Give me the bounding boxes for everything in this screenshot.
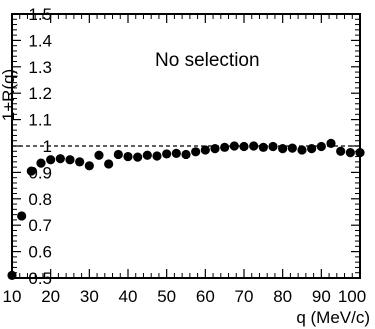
x-tick-label: 10 <box>3 287 22 306</box>
data-point <box>46 155 56 165</box>
y-tick-label: 0.7 <box>28 216 52 235</box>
data-point <box>229 141 239 151</box>
x-axis-title: q (MeV/c) <box>296 308 370 327</box>
data-point <box>210 144 220 154</box>
data-point <box>26 166 36 176</box>
x-tick-label: 20 <box>41 287 60 306</box>
y-tick-label: 0.6 <box>28 243 52 262</box>
y-tick-label: 1 <box>43 137 52 156</box>
data-point <box>152 151 162 161</box>
data-point <box>55 154 65 164</box>
data-point <box>17 211 27 221</box>
y-tick-label: 1.5 <box>28 5 52 24</box>
data-point <box>258 142 268 152</box>
data-point <box>326 138 336 148</box>
data-point <box>220 142 230 152</box>
data-point <box>84 161 94 171</box>
data-point <box>268 141 278 152</box>
y-tick-label: 1.3 <box>28 58 52 77</box>
data-point <box>239 141 249 152</box>
data-point <box>113 149 123 160</box>
y-tick-label: 1.1 <box>28 111 52 130</box>
x-tick-label: 80 <box>273 287 292 306</box>
data-point <box>297 145 307 155</box>
data-point <box>94 150 104 160</box>
data-point <box>307 144 317 154</box>
ticks <box>11 13 361 279</box>
data-point <box>200 145 210 155</box>
x-tick-label: 90 <box>312 287 331 306</box>
data-point <box>36 158 46 168</box>
data-point <box>133 152 143 162</box>
x-tick-label: 100 <box>338 287 366 306</box>
data-point <box>142 150 152 160</box>
data-point <box>287 143 297 153</box>
x-tick-label: 50 <box>157 287 176 306</box>
data-point <box>65 155 75 165</box>
data-point <box>162 149 172 159</box>
x-tick-label: 60 <box>196 287 215 306</box>
data-point <box>345 148 355 158</box>
data-point <box>278 144 288 154</box>
y-tick-label: 0.5 <box>28 269 52 288</box>
data-point <box>191 147 201 157</box>
data-point <box>249 141 259 151</box>
x-tick-label: 40 <box>119 287 138 306</box>
data-point <box>316 141 326 152</box>
data-point <box>336 146 346 156</box>
annotation-text: No selection <box>155 50 260 71</box>
data-point <box>75 157 85 167</box>
data-point <box>123 151 133 162</box>
y-axis-title: 1+R(q) <box>0 69 18 121</box>
x-tick-label: 70 <box>235 287 254 306</box>
data-point <box>171 148 181 158</box>
data-points <box>7 138 365 280</box>
x-tick-label: 30 <box>80 287 99 306</box>
y-tick-label: 1.4 <box>28 31 52 50</box>
data-point <box>181 149 191 160</box>
x-tick-labels: 10 20 30 40 50 60 70 80 90 100 <box>3 287 367 306</box>
y-tick-label: 0.8 <box>28 190 52 209</box>
data-point <box>7 270 17 280</box>
y-tick-labels: 0.5 0.6 0.7 0.8 0.9 1 1.1 1.2 1.3 1.4 1.5 <box>28 5 52 288</box>
y-tick-label: 0.9 <box>28 163 52 182</box>
y-tick-label: 1.2 <box>28 84 52 103</box>
data-point <box>355 148 365 158</box>
data-point <box>104 159 114 169</box>
